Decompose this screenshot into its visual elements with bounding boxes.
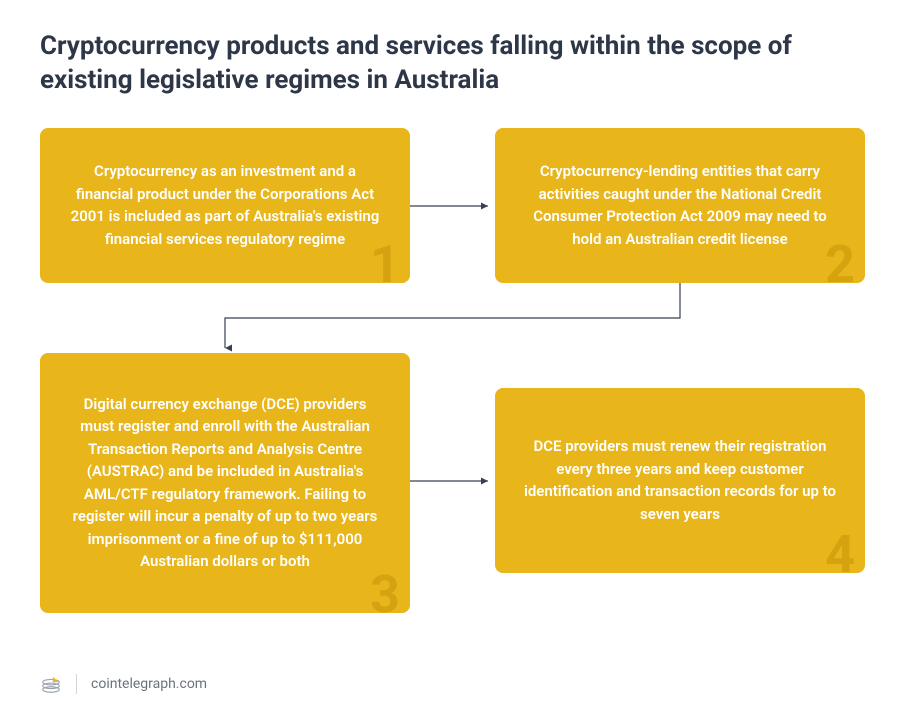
flow-box-4: DCE providers must renew their registrat… xyxy=(495,388,865,573)
page-title: Cryptocurrency products and services fal… xyxy=(40,30,865,98)
flow-box-3-text: Digital currency exchange (DCE) provider… xyxy=(66,393,384,573)
footer-site-label: cointelegraph.com xyxy=(91,676,207,692)
flow-box-4-text: DCE providers must renew their registrat… xyxy=(521,435,839,525)
flow-box-2-text: Cryptocurrency-lending entities that car… xyxy=(521,160,839,250)
connector-2-3 xyxy=(220,283,690,358)
flow-box-2: Cryptocurrency-lending entities that car… xyxy=(495,128,865,283)
connector-1-2 xyxy=(410,198,495,218)
footer: cointelegraph.com xyxy=(40,673,207,695)
flow-box-3-number: 3 xyxy=(370,569,400,621)
cointelegraph-logo-icon xyxy=(40,673,62,695)
flowchart-grid: Cryptocurrency as an investment and a fi… xyxy=(40,128,865,628)
connector-3-4 xyxy=(410,473,495,493)
flow-box-1-text: Cryptocurrency as an investment and a fi… xyxy=(66,160,384,250)
flow-box-4-number: 4 xyxy=(825,529,855,581)
footer-divider xyxy=(76,674,77,694)
flow-box-3: Digital currency exchange (DCE) provider… xyxy=(40,353,410,613)
flow-box-1: Cryptocurrency as an investment and a fi… xyxy=(40,128,410,283)
